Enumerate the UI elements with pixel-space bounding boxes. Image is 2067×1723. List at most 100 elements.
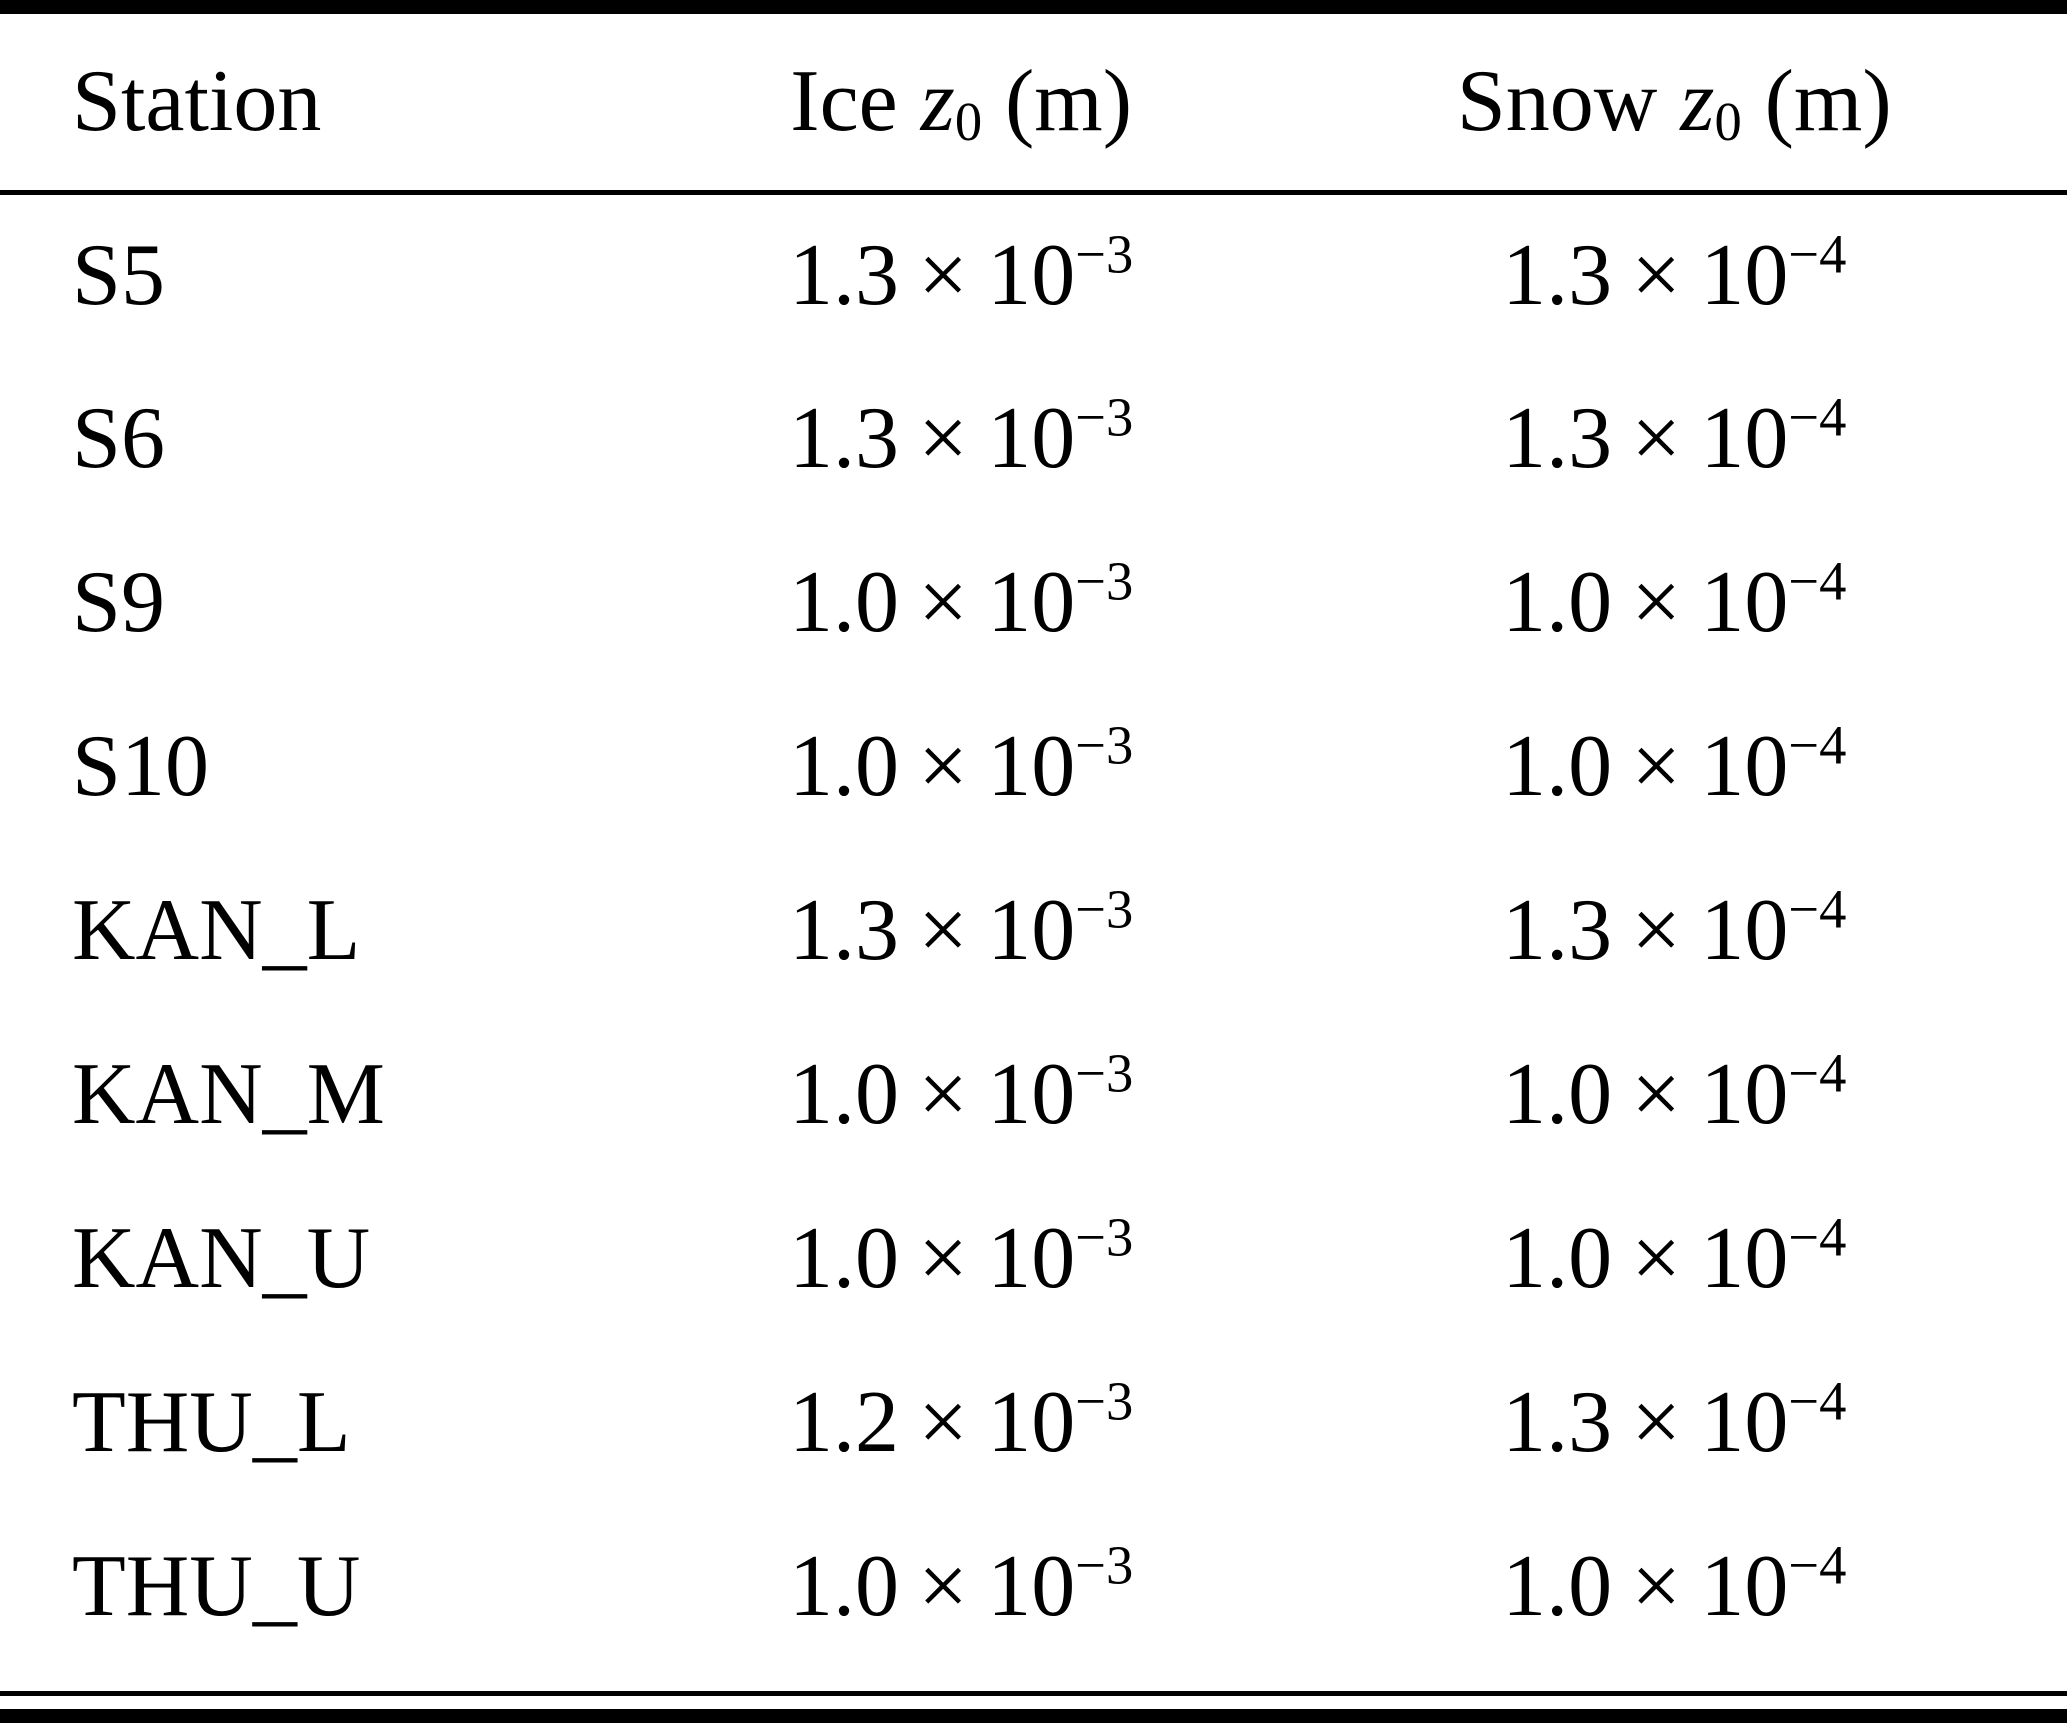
ice-mantissa: 1.0 bbox=[788, 1045, 899, 1143]
ice-exponent: −3 bbox=[1075, 877, 1134, 939]
header-snow-z0: Snow z0 (m) bbox=[1281, 14, 2067, 195]
ice-z0-cell: 1.0 × 10−3 bbox=[641, 1012, 1282, 1176]
base-ten: 10 bbox=[1700, 553, 1789, 651]
snow-exponent: −4 bbox=[1788, 1369, 1847, 1431]
base-ten: 10 bbox=[987, 389, 1076, 487]
base-ten: 10 bbox=[1700, 1045, 1789, 1143]
ice-mantissa: 1.0 bbox=[788, 1209, 899, 1307]
ice-z0-cell: 1.3 × 10−3 bbox=[641, 192, 1282, 356]
base-ten: 10 bbox=[1700, 389, 1789, 487]
header-ice-z0: Ice z0 (m) bbox=[640, 14, 1282, 195]
snow-mantissa: 1.3 bbox=[1502, 1373, 1613, 1471]
z-symbol: z bbox=[920, 53, 955, 151]
ice-z0-cell: 1.0 × 10−3 bbox=[641, 684, 1282, 848]
times-sign: × bbox=[1631, 553, 1682, 651]
station-cell: S6 bbox=[72, 389, 165, 487]
table-row: THU_L 1.2 × 10−3 1.3 × 10−4 bbox=[0, 1340, 2067, 1504]
ice-exponent: −3 bbox=[1075, 1205, 1134, 1267]
times-sign: × bbox=[918, 1045, 968, 1143]
times-sign: × bbox=[918, 881, 968, 979]
times-sign: × bbox=[918, 226, 968, 324]
base-ten: 10 bbox=[1700, 1537, 1789, 1635]
snow-mantissa: 1.0 bbox=[1502, 553, 1613, 651]
ice-z0-cell: 1.0 × 10−3 bbox=[641, 1176, 1282, 1340]
unit-label: (m) bbox=[1004, 53, 1133, 151]
table-row: THU_U 1.0 × 10−3 1.0 × 10−4 bbox=[0, 1504, 2067, 1668]
z-subscript: 0 bbox=[1714, 91, 1742, 153]
snow-z0-cell: 1.0 × 10−4 bbox=[1282, 1012, 2067, 1176]
snow-z0-cell: 1.0 × 10−4 bbox=[1282, 684, 2067, 848]
z0-symbol: z0 bbox=[1680, 53, 1742, 150]
snow-z0-cell: 1.0 × 10−4 bbox=[1282, 1504, 2067, 1668]
times-sign: × bbox=[1631, 1209, 1682, 1307]
base-ten: 10 bbox=[987, 226, 1076, 324]
table-row: S5 1.3 × 10−3 1.3 × 10−4 bbox=[0, 192, 2067, 356]
times-sign: × bbox=[1631, 1373, 1682, 1471]
table-row: S9 1.0 × 10−3 1.0 × 10−4 bbox=[0, 520, 2067, 684]
snow-z0-cell: 1.3 × 10−4 bbox=[1282, 1340, 2067, 1504]
station-cell: KAN_L bbox=[72, 881, 361, 979]
base-ten: 10 bbox=[987, 553, 1076, 651]
ice-header-prefix: Ice bbox=[790, 53, 898, 151]
base-ten: 10 bbox=[1700, 1373, 1789, 1471]
ice-exponent: −3 bbox=[1075, 1369, 1134, 1431]
ice-exponent: −3 bbox=[1075, 385, 1134, 447]
ice-z0-cell: 1.3 × 10−3 bbox=[641, 848, 1282, 1012]
table-row: KAN_U 1.0 × 10−3 1.0 × 10−4 bbox=[0, 1176, 2067, 1340]
table-header: Station Ice z0 (m) Snow z0 (m) bbox=[0, 14, 2067, 195]
header-station: Station bbox=[0, 14, 641, 195]
station-cell: S9 bbox=[72, 553, 165, 651]
snow-exponent: −4 bbox=[1788, 1205, 1847, 1267]
times-sign: × bbox=[1631, 881, 1682, 979]
table-row: S6 1.3 × 10−3 1.3 × 10−4 bbox=[0, 356, 2067, 520]
snow-mantissa: 1.0 bbox=[1502, 1537, 1613, 1635]
snow-exponent: −4 bbox=[1788, 223, 1847, 285]
snow-exponent: −4 bbox=[1788, 1533, 1847, 1595]
snow-z0-cell: 1.3 × 10−4 bbox=[1282, 192, 2067, 356]
snow-z0-cell: 1.0 × 10−4 bbox=[1282, 1176, 2067, 1340]
z-symbol: z bbox=[1680, 53, 1715, 151]
base-ten: 10 bbox=[987, 717, 1076, 815]
table-row: KAN_L 1.3 × 10−3 1.3 × 10−4 bbox=[0, 848, 2067, 1012]
times-sign: × bbox=[918, 1209, 968, 1307]
z-subscript: 0 bbox=[954, 91, 983, 153]
base-ten: 10 bbox=[987, 1373, 1076, 1471]
times-sign: × bbox=[918, 553, 968, 651]
base-ten: 10 bbox=[987, 1209, 1076, 1307]
snow-exponent: −4 bbox=[1788, 877, 1847, 939]
ice-mantissa: 1.0 bbox=[788, 1537, 899, 1635]
base-ten: 10 bbox=[987, 1045, 1076, 1143]
base-ten: 10 bbox=[987, 1537, 1076, 1635]
times-sign: × bbox=[918, 1373, 968, 1471]
snow-exponent: −4 bbox=[1788, 549, 1847, 611]
times-sign: × bbox=[918, 717, 968, 815]
times-sign: × bbox=[1631, 717, 1682, 815]
base-ten: 10 bbox=[1700, 1209, 1789, 1307]
station-cell: S5 bbox=[72, 226, 165, 324]
station-cell: KAN_M bbox=[72, 1045, 385, 1143]
station-cell: S10 bbox=[72, 717, 209, 815]
ice-mantissa: 1.0 bbox=[788, 717, 899, 815]
snow-mantissa: 1.0 bbox=[1502, 1045, 1613, 1143]
ice-mantissa: 1.3 bbox=[788, 389, 899, 487]
station-cell: THU_L bbox=[72, 1373, 351, 1471]
snow-mantissa: 1.3 bbox=[1502, 389, 1613, 487]
table-row: KAN_M 1.0 × 10−3 1.0 × 10−4 bbox=[0, 1012, 2067, 1176]
table-bottom-thin-rule bbox=[0, 1691, 2067, 1696]
ice-z0-cell: 1.0 × 10−3 bbox=[641, 520, 1282, 684]
snow-z0-cell: 1.0 × 10−4 bbox=[1282, 520, 2067, 684]
table-top-rule bbox=[0, 0, 2067, 14]
ice-mantissa: 1.2 bbox=[788, 1373, 899, 1471]
ice-exponent: −3 bbox=[1075, 549, 1134, 611]
snow-mantissa: 1.3 bbox=[1502, 881, 1613, 979]
ice-z0-cell: 1.3 × 10−3 bbox=[641, 356, 1282, 520]
snow-z0-cell: 1.3 × 10−4 bbox=[1282, 848, 2067, 1012]
ice-exponent: −3 bbox=[1075, 1533, 1134, 1595]
snow-z0-cell: 1.3 × 10−4 bbox=[1282, 356, 2067, 520]
snow-mantissa: 1.0 bbox=[1502, 717, 1613, 815]
ice-exponent: −3 bbox=[1075, 1041, 1134, 1103]
table-bottom-rule bbox=[0, 1709, 2067, 1723]
z0-symbol: z0 bbox=[921, 53, 983, 150]
snow-exponent: −4 bbox=[1788, 385, 1847, 447]
